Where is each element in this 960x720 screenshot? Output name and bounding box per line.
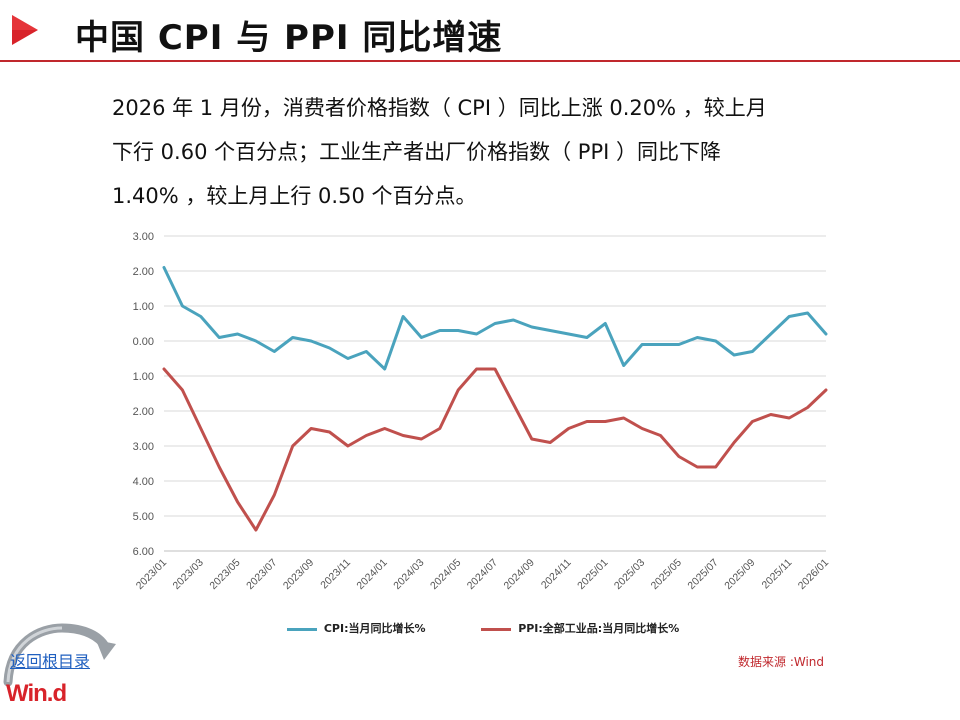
x-tick-label: 2023/07	[244, 557, 279, 592]
y-tick-label: 0.00	[133, 336, 154, 348]
legend-label-cpi: CPI:当月同比增长%	[323, 622, 426, 635]
page-title: 中国 CPI 与 PPI 同比增速	[75, 18, 503, 58]
y-tick-label: 6.00	[133, 546, 154, 558]
x-tick-label: 2023/03	[171, 557, 206, 592]
y-tick-label: 5.00	[133, 511, 154, 523]
x-tick-label: 2025/05	[649, 557, 684, 592]
y-tick-label: 1.00	[133, 371, 154, 383]
x-tick-label: 2024/07	[465, 557, 500, 592]
legend-item-cpi: CPI:当月同比增长%	[287, 620, 426, 636]
return-arrow-icon	[3, 623, 116, 687]
summary-line-1: 2026 年 1 月份，消费者价格指数（ CPI ）同比上涨 0.20% ，较上…	[112, 96, 767, 120]
ppi-series-line	[162, 367, 828, 532]
x-tick-label: 2024/03	[391, 557, 426, 592]
legend-label-ppi: PPI:全部工业品:当月同比增长%	[518, 622, 680, 635]
x-tick-label: 2024/09	[502, 557, 537, 592]
x-tick-label: 2025/07	[685, 557, 720, 592]
title-divider	[0, 60, 960, 62]
back-to-root-link[interactable]: 返回根目录	[10, 652, 91, 671]
x-tick-label: 2026/01	[796, 557, 831, 592]
x-tick-label: 2024/05	[428, 557, 463, 592]
cpi-series-line	[162, 266, 828, 371]
x-tick-label: 2024/01	[354, 557, 389, 592]
x-tick-label: 2025/03	[612, 557, 647, 592]
x-tick-label: 2023/11	[318, 557, 353, 592]
title-bar: 中国 CPI 与 PPI 同比增速	[0, 0, 960, 62]
wind-logo: Win.d	[6, 680, 67, 707]
x-tick-label: 2023/09	[281, 557, 316, 592]
x-tick-label: 2025/11	[760, 557, 795, 592]
y-tick-label: 1.00	[133, 301, 154, 313]
x-tick-label: 2023/01	[134, 557, 169, 592]
x-tick-label: 2024/11	[539, 557, 574, 592]
play-arrow-icon	[12, 15, 38, 45]
legend-item-ppi: PPI:全部工业品:当月同比增长%	[481, 620, 679, 636]
y-tick-label: 4.00	[133, 476, 154, 488]
y-tick-label: 2.00	[133, 266, 154, 278]
data-source-note: 数据来源 :Wind	[738, 655, 825, 669]
legend-swatch-ppi	[481, 627, 512, 631]
y-tick-label: 2.00	[133, 406, 154, 418]
summary-paragraph: 2026 年 1 月份，消费者价格指数（ CPI ）同比上涨 0.20% ，较上…	[112, 86, 872, 218]
x-tick-label: 2025/09	[722, 557, 757, 592]
x-tick-label: 2023/05	[207, 557, 242, 592]
cpi-ppi-line-chart: 3.00 2.00 1.00 0.00 1.00 2.00 3.00 4.00 5.00 6.00…	[133, 231, 832, 592]
chart-legend: CPI:当月同比增长% PPI:全部工业品:当月同比增长%	[287, 620, 731, 636]
y-tick-label: 3.00	[133, 231, 154, 243]
summary-line-3: 1.40% ，较上月上行 0.50 个百分点。	[112, 184, 477, 208]
x-tick-label: 2025/01	[575, 557, 610, 592]
legend-swatch-cpi	[287, 627, 317, 631]
summary-line-2: 下行 0.60 个百分点；工业生产者出厂价格指数（ PPI ）同比下降	[112, 140, 721, 164]
y-tick-label: 3.00	[133, 441, 154, 453]
